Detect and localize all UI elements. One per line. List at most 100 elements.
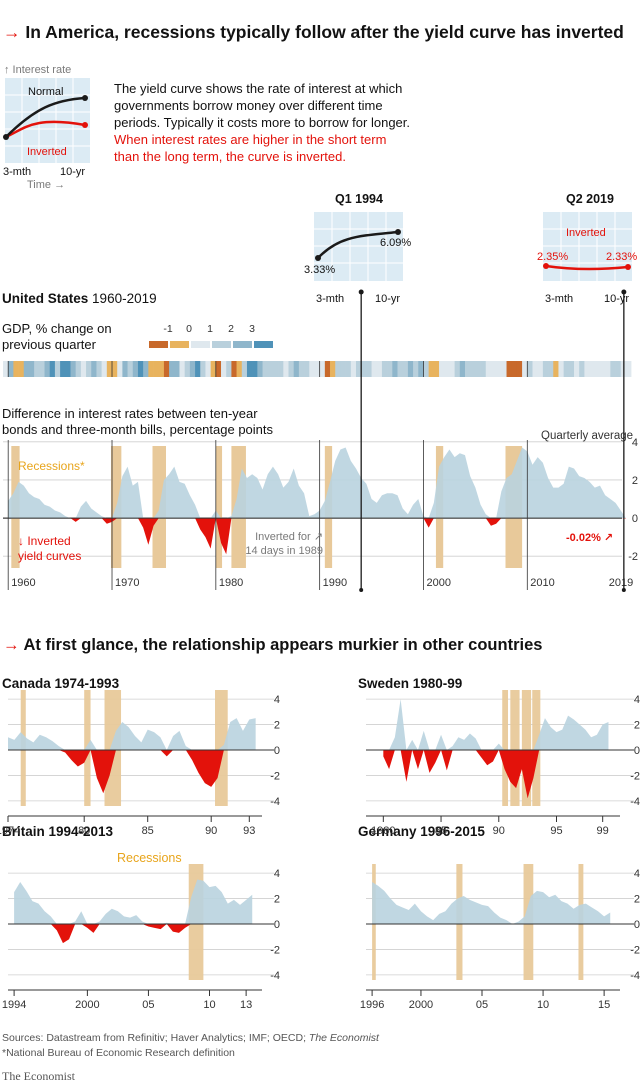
q2-2019-title: Q2 2019 xyxy=(566,192,614,206)
headline-2-arrow-icon: → xyxy=(3,636,20,654)
gdp-band-cell xyxy=(553,361,559,377)
headline-2: → At first glance, the relationship appe… xyxy=(3,636,543,654)
gdp-band-cell xyxy=(298,361,305,377)
y-tick-label: -4 xyxy=(630,970,640,982)
explainer-inverted-label: Inverted xyxy=(27,146,67,158)
q1-1994-start-label: 3.33% xyxy=(304,264,336,276)
gdp-band-cell xyxy=(60,361,66,377)
gdp-band-cell xyxy=(574,361,580,377)
q1-1994-chart xyxy=(314,212,403,281)
gdp-legend-tick: -1 xyxy=(163,323,172,335)
x-tick-label: 05 xyxy=(142,999,154,1011)
gdp-band-cell xyxy=(75,361,82,377)
gdp-band-cell xyxy=(54,361,61,377)
y-tick-label: 0 xyxy=(634,745,640,757)
x-tick-label: 93 xyxy=(243,825,255,837)
gdp-band-cell xyxy=(278,361,284,377)
series-area-negative xyxy=(383,750,609,799)
gdp-band-cell xyxy=(418,361,424,377)
gdp-band-cell xyxy=(454,361,461,377)
us-spread-chart: 4 2 0 -2 1960 1970 1980 1990 2000 2010 2019 xyxy=(3,289,638,592)
gdp-band-cell xyxy=(516,361,523,377)
x-tick-label: 1974 xyxy=(0,825,20,837)
gdp-band-cell xyxy=(397,361,404,377)
footnote: *National Bureau of Economic Research de… xyxy=(2,1047,235,1059)
gdp-band-cell xyxy=(18,361,25,377)
us-latest-label: -0.02% ↗ xyxy=(566,532,614,544)
gdp-band-cell xyxy=(542,361,549,377)
q1-1994-x-end: 10-yr xyxy=(375,293,401,305)
x-tick-label: 1996 xyxy=(360,999,384,1011)
gdp-band-cell xyxy=(605,361,611,377)
explainer-start-dot xyxy=(3,134,9,140)
y-tick-label: 0 xyxy=(632,513,638,525)
x-tick-label: 80 xyxy=(78,825,90,837)
gdp-band-cell xyxy=(262,361,269,377)
us-quarterly-average: Quarterly average xyxy=(541,430,634,442)
x-tick-label: 95 xyxy=(550,825,562,837)
gdp-legend-tick: 2 xyxy=(228,323,234,335)
y-tick-label: -2 xyxy=(270,770,280,782)
q1-1994-end-label: 6.09% xyxy=(380,237,412,249)
gdp-band-cell xyxy=(309,361,315,377)
q1-1994-curve xyxy=(317,230,399,259)
headline-arrow-icon: → xyxy=(3,22,21,42)
x-tick-label: 90 xyxy=(205,825,217,837)
gdp-band-cell xyxy=(184,361,191,377)
gdp-band-cell xyxy=(34,361,40,377)
gdp-band xyxy=(3,361,632,377)
x-tick-label: 05 xyxy=(476,999,488,1011)
gdp-band-cell xyxy=(444,361,450,377)
gdp-band-cell xyxy=(215,361,222,377)
gdp-band-cell xyxy=(80,361,87,377)
x-tick-label: 15 xyxy=(598,999,610,1011)
y-tick-label: 2 xyxy=(634,720,640,732)
q1-1994-title: Q1 1994 xyxy=(335,192,383,206)
gdp-band-cell xyxy=(459,361,466,377)
gdp-band-cell xyxy=(319,361,326,377)
q2-2019-start-label: 2.35% xyxy=(537,251,569,263)
gdp-band-cell xyxy=(584,361,590,377)
y-tick-label: 0 xyxy=(634,919,640,931)
x-tick-label: 1970 xyxy=(115,577,139,589)
gdp-band-cell xyxy=(485,361,492,377)
gdp-legend-tick: 3 xyxy=(249,323,255,335)
gdp-band-cell xyxy=(179,361,185,377)
gdp-band-cell xyxy=(106,361,113,377)
gdp-band-cell xyxy=(13,361,19,377)
series-area-positive xyxy=(8,718,256,750)
gdp-band-cell xyxy=(226,361,232,377)
recession-band xyxy=(215,446,223,568)
brand-logo: The Economist xyxy=(2,1069,75,1083)
gdp-band-cell xyxy=(169,361,175,377)
gdp-band-cell xyxy=(610,361,616,377)
explainer-normal-label: Normal xyxy=(28,86,63,98)
explainer-axis-y: ↑ Interest rate xyxy=(4,64,72,76)
gdp-band-cell xyxy=(501,361,507,377)
explainer-x-start: 3-mth xyxy=(3,166,32,178)
gdp-band-cell xyxy=(387,361,393,377)
series-area-negative xyxy=(14,924,253,944)
y-tick-label: -2 xyxy=(270,944,280,956)
x-tick-label: 2000 xyxy=(409,999,433,1011)
gdp-band-cell xyxy=(407,361,414,377)
gdp-band-cell xyxy=(283,361,289,377)
gdp-legend-swatch xyxy=(212,341,231,348)
gdp-band-cell xyxy=(381,361,388,377)
gdp-band-cell xyxy=(195,361,201,377)
gdp-band-cell xyxy=(143,361,149,377)
britain-chart: 4 2 0 -2 -4 1994 2000 05 10 13 xyxy=(2,864,280,1011)
gdp-band-cell xyxy=(210,361,217,377)
gdp-legend-tick: 1 xyxy=(207,323,213,335)
q2-2019-end-dot xyxy=(625,264,631,270)
gdp-band-cell xyxy=(527,361,533,377)
gdp-band-cell xyxy=(506,361,513,377)
gdp-legend: -1 0 1 2 3 xyxy=(149,323,273,348)
gdp-band-cell xyxy=(236,361,243,377)
gdp-band-cell xyxy=(433,361,440,377)
gdp-band-cell xyxy=(361,361,367,377)
explainer-axis-x: Time → xyxy=(27,179,66,191)
recession-band xyxy=(510,690,520,806)
gdp-band-cell xyxy=(589,361,596,377)
q1-1994-pointer-top xyxy=(358,289,364,295)
